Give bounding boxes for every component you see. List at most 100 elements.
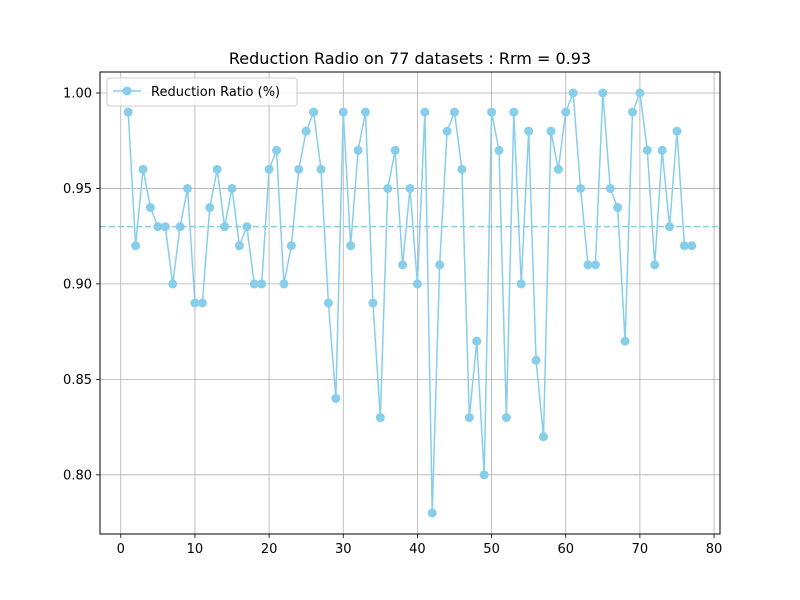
data-point [583, 260, 593, 270]
x-tick-label: 20 [261, 542, 278, 557]
data-point [494, 145, 504, 155]
data-point [205, 203, 215, 213]
data-point [212, 164, 222, 174]
data-point [620, 336, 630, 346]
data-point [309, 107, 319, 117]
data-point [249, 279, 259, 289]
x-tick-label: 30 [335, 542, 352, 557]
data-point [190, 298, 200, 308]
data-point [323, 298, 333, 308]
data-point [553, 164, 563, 174]
data-point [538, 432, 548, 442]
data-point [479, 470, 489, 480]
data-point [605, 183, 615, 193]
data-point [346, 241, 356, 251]
data-point [427, 508, 437, 518]
data-point [650, 260, 660, 270]
data-point [272, 145, 282, 155]
data-point [561, 107, 571, 117]
data-point [672, 126, 682, 136]
legend-box [106, 77, 298, 107]
data-point [435, 260, 445, 270]
data-point [501, 413, 511, 423]
data-point [679, 241, 689, 251]
data-point [234, 241, 244, 251]
data-point [242, 222, 252, 232]
data-point [316, 164, 326, 174]
data-point [627, 107, 637, 117]
legend: Reduction Ratio (%) [106, 77, 298, 107]
data-point [398, 260, 408, 270]
data-point [197, 298, 207, 308]
data-point [457, 164, 467, 174]
data-point [301, 126, 311, 136]
legend-label: Reduction Ratio (%) [151, 85, 280, 100]
data-point [420, 107, 430, 117]
data-point [257, 279, 267, 289]
data-point [390, 145, 400, 155]
data-point [368, 298, 378, 308]
data-point [220, 222, 230, 232]
x-tick-label: 60 [557, 542, 574, 557]
data-point [383, 183, 393, 193]
data-point [590, 260, 600, 270]
data-point [227, 183, 237, 193]
y-tick-label: 0.85 [63, 373, 92, 388]
data-point [568, 88, 578, 98]
data-point [524, 126, 534, 136]
data-point [516, 279, 526, 289]
y-tick-label: 0.95 [63, 182, 92, 197]
data-point [160, 222, 170, 232]
data-point [286, 241, 296, 251]
data-point [279, 279, 289, 289]
x-tick-label: 70 [632, 542, 649, 557]
data-point [168, 279, 178, 289]
data-point [123, 107, 133, 117]
data-point [183, 183, 193, 193]
data-point [353, 145, 363, 155]
y-tick-label: 1.00 [63, 87, 92, 102]
data-point [264, 164, 274, 174]
data-point [472, 336, 482, 346]
data-point [338, 107, 348, 117]
x-tick-label: 80 [706, 542, 723, 557]
data-point [509, 107, 519, 117]
data-point [361, 107, 371, 117]
data-point [687, 241, 697, 251]
data-point [657, 145, 667, 155]
data-point [487, 107, 497, 117]
data-point [449, 107, 459, 117]
data-point [531, 355, 541, 365]
x-tick-label: 40 [409, 542, 426, 557]
y-tick-label: 0.80 [63, 468, 92, 483]
plot-frame [99, 71, 721, 535]
data-point [598, 88, 608, 98]
y-tick-label: 0.90 [63, 277, 92, 292]
x-tick-label: 0 [117, 542, 125, 557]
data-point [412, 279, 422, 289]
data-point [153, 222, 163, 232]
data-point [665, 222, 675, 232]
data-point [442, 126, 452, 136]
data-point [131, 241, 141, 251]
data-point [375, 413, 385, 423]
chart-title: Reduction Radio on 77 datasets : Rrm = 0… [229, 49, 591, 68]
grid [100, 72, 720, 534]
data-point [294, 164, 304, 174]
data-point [613, 203, 623, 213]
legend-marker [122, 86, 132, 96]
data-point [138, 164, 148, 174]
axes: 0 10 20 30 40 50 60 70 80 0.80 0.85 0.90 0.95 1.00 [63, 87, 722, 558]
data-point [635, 88, 645, 98]
data-point [546, 126, 556, 136]
series-layer [123, 88, 697, 518]
data-point [405, 183, 415, 193]
data-point [331, 393, 341, 403]
data-point [464, 413, 474, 423]
data-point [175, 222, 185, 232]
x-tick-label: 10 [187, 542, 204, 557]
data-point [642, 145, 652, 155]
x-tick-label: 50 [483, 542, 500, 557]
data-point [576, 183, 586, 193]
